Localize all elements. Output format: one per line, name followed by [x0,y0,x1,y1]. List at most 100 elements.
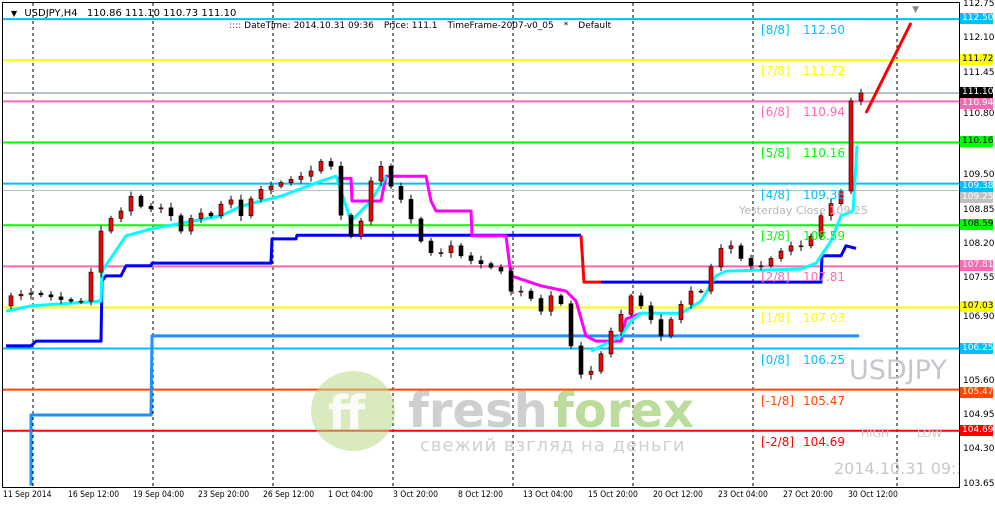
candle-body [818,215,824,237]
time-tick-label: 16 Sep 12:00 [68,490,120,500]
candle-body [478,260,484,265]
time-tick-label: 23 Oct 04:00 [718,490,768,500]
price-tick-label: 103.65 [963,478,995,489]
candle-body [438,252,444,254]
candle-body [838,190,844,204]
candle-body [688,290,694,305]
candle-body [518,290,524,293]
time-tick-label: 1 Oct 04:00 [328,490,374,500]
time-tick-label: 11 Sep 2014 [3,490,52,500]
time-tick-label: 23 Sep 20:00 [198,490,250,500]
candle-body [8,295,14,307]
candle-body [228,199,234,205]
price-tick-label: 109.50 [963,170,995,181]
candle-body [138,195,144,207]
candle-body [808,235,814,247]
datetime-watermark: 2014.10.31 09:36 [834,459,959,478]
candle-body [788,245,794,252]
price-badge: 109.38 [960,181,994,193]
candle-body [728,245,734,249]
candle-body [608,330,614,355]
murrey-level-value: 110.94 [803,105,845,120]
murrey-level-value: 110.16 [803,146,845,161]
murrey-level-name: [4/8] [761,187,790,202]
candle-body [718,248,724,268]
candle-body [348,214,354,237]
ohlc-values: 110.86 111.10 110.73 111.10 [86,8,237,19]
murrey-level-name: [6/8] [761,105,790,120]
info-datetime: DateTime: 2014.10.31 09:36 [244,21,374,31]
candle-body [678,303,684,320]
candle-body [508,270,514,292]
time-tick-label: 8 Oct 12:00 [458,490,504,500]
blue-indicator-line [601,244,857,284]
murrey-level-value: 104.69 [803,434,845,449]
price-tick-label: 108.85 [963,204,995,215]
candle-body [388,165,394,187]
chart-shift-marker-icon[interactable]: ▼ [912,5,919,15]
candle-body [708,266,714,292]
murrey-level-name: [0/8] [761,352,790,367]
murrey-level-value: 107.81 [803,270,845,285]
candle-body [588,370,594,375]
murrey-level-name: [3/8] [761,229,790,244]
collapse-triangle-icon[interactable]: ▼ [11,9,18,18]
murrey-level-value: 106.25 [803,352,845,367]
candle-body [198,212,204,219]
candle-body [598,353,604,372]
candle-body [658,319,664,337]
murrey-level-name: [7/8] [761,64,790,79]
murrey-level-value: 112.50 [803,23,845,38]
candle-body [858,92,864,102]
time-tick-label: 26 Sep 12:00 [263,490,315,500]
price-tick-label: 110.80 [963,108,995,119]
trend-line [864,22,913,114]
price-tick-label: 107.55 [963,273,995,284]
candle-body [288,179,294,183]
info-price: Price: 111.1 [383,21,438,31]
murrey-level-value: 107.03 [803,311,845,326]
magenta-indicator-line [336,174,642,343]
murrey-level-name: [-2/8] [761,434,795,449]
candle-body [188,218,194,232]
candle-body [368,180,374,222]
candle-body [238,199,244,217]
info-mode: Default [578,21,612,31]
candle-body [48,294,54,298]
candle-body [828,203,834,217]
candle-body [178,215,184,232]
cyan-indicator-line [5,174,388,313]
candle-body [558,295,564,305]
candle-body [58,296,64,300]
candle-body [528,290,534,299]
candle-body [208,212,214,217]
price-badge: 110.94 [960,97,994,109]
svg-text:forex: forex [553,383,694,439]
murrey-level-value: 111.72 [803,64,845,79]
murrey-level-name: [-1/8] [761,393,795,408]
price-badge: 109.25 [960,192,994,204]
candle-body [538,298,544,312]
candle-body [28,292,34,295]
svg-text:fresh: fresh [408,383,548,439]
price-tick-label: 106.90 [963,312,995,323]
time-tick-label: 30 Oct 12:00 [848,490,898,500]
price-badge: 105.47 [960,386,994,398]
candle-body [378,165,384,182]
yesterday-close-label: Yesterday Close 109.25 [739,204,868,217]
murrey-level-name: [2/8] [761,270,790,285]
price-tick-label: 108.20 [963,238,995,249]
candle-body [318,161,324,172]
candle-body [308,170,314,177]
candle-body [38,292,44,296]
candle-body [428,240,434,253]
candle-body [338,165,344,216]
cyan-indicator-line [590,145,859,353]
candle-body [268,185,274,190]
price-tick-label: 104.95 [963,410,995,421]
chart-plot-area[interactable]: ff fresh forex свежий взгляд на деньги ▼… [2,2,960,488]
dots-icon: :::: [229,21,242,31]
candle-body [398,185,404,200]
price-badge: 106.25 [960,342,994,354]
